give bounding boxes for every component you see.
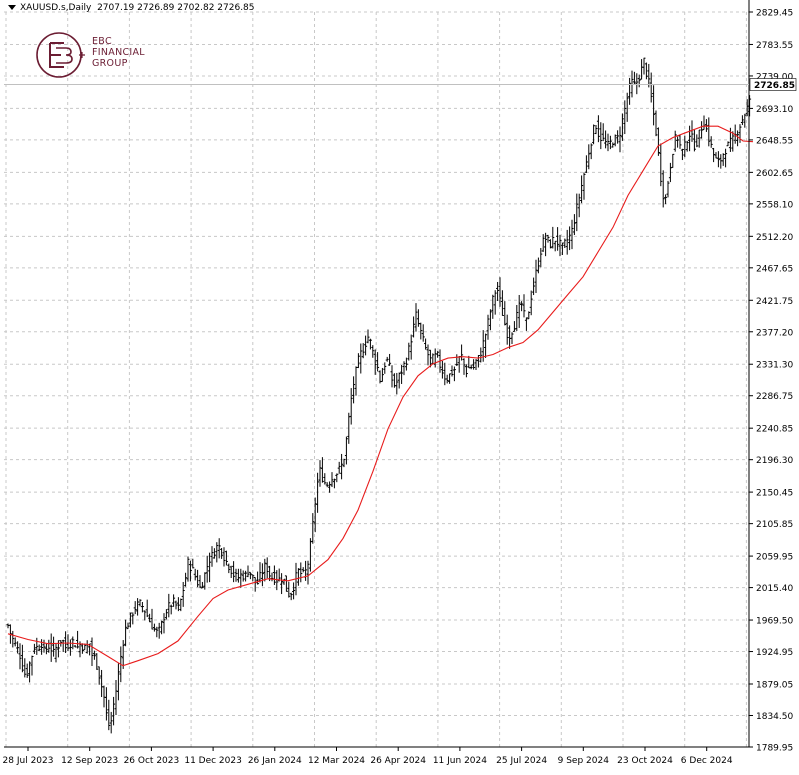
y-tick-label: 1879.05 <box>756 681 793 691</box>
x-tick-label: 9 Sep 2024 <box>558 756 610 766</box>
last-price-label: 2726.85 <box>754 81 795 91</box>
y-tick-label: 2286.75 <box>756 392 793 402</box>
moving-average <box>7 125 754 667</box>
y-tick-label: 2467.65 <box>756 264 793 274</box>
chart-header: XAUUSD.s,Daily 2707.19 2726.89 2702.82 2… <box>8 3 255 13</box>
x-tick-label: 6 Dec 2024 <box>681 756 733 766</box>
y-tick-label: 2059.95 <box>756 553 793 563</box>
y-tick-label: 1834.50 <box>756 712 793 722</box>
y-tick-label: 2240.85 <box>756 425 793 435</box>
x-tick-label: 26 Oct 2023 <box>124 756 180 766</box>
dropdown-icon[interactable] <box>8 5 16 10</box>
y-tick-label: 2783.55 <box>756 41 793 51</box>
ebc-logo: EBC FINANCIAL GROUP <box>34 30 174 80</box>
x-tick-label: 26 Apr 2024 <box>370 756 426 766</box>
x-tick-label: 11 Jun 2024 <box>433 756 487 766</box>
y-tick-label: 2150.45 <box>756 489 793 499</box>
symbol-label: XAUUSD.s,Daily <box>20 3 92 13</box>
y-tick-label: 2693.10 <box>756 105 793 115</box>
price-bars <box>6 57 752 734</box>
y-tick-label: 2331.30 <box>756 361 793 371</box>
x-tick-label: 25 Jul 2024 <box>496 756 547 766</box>
y-tick-label: 2739.00 <box>756 72 793 82</box>
y-tick-label: 2558.10 <box>756 200 793 210</box>
y-tick-label: 2648.55 <box>756 136 793 146</box>
y-tick-label: 2377.20 <box>756 328 793 338</box>
logo-line-1: EBC <box>92 36 112 47</box>
x-tick-label: 11 Dec 2023 <box>184 756 242 766</box>
moving-average-line <box>7 125 754 667</box>
x-tick-label: 23 Oct 2024 <box>617 756 673 766</box>
y-tick-label: 1969.50 <box>756 617 793 627</box>
y-tick-label: 1789.95 <box>756 744 793 754</box>
y-tick-label: 2015.40 <box>756 584 793 594</box>
ebc-logo-icon <box>36 32 85 78</box>
x-tick-label: 12 Sep 2023 <box>61 756 118 766</box>
y-tick-label: 2512.20 <box>756 233 793 243</box>
logo-line-2: FINANCIAL <box>92 47 145 58</box>
y-tick-label: 2196.30 <box>756 456 793 466</box>
y-tick-label: 1924.95 <box>756 648 793 658</box>
x-tick-label: 26 Jan 2024 <box>248 756 302 766</box>
x-tick-label: 28 Jul 2023 <box>3 756 54 766</box>
axes: 2829.45 2783.55 2739.00 2693.10 2648.55 2602.… <box>3 0 797 766</box>
y-tick-label: 2105.85 <box>756 520 793 530</box>
last-price-tag <box>749 78 797 91</box>
x-tick-label: 12 Mar 2024 <box>308 756 365 766</box>
y-tick-label: 2421.75 <box>756 297 793 307</box>
y-tick-label: 2829.45 <box>756 9 793 19</box>
ohlc-values: 2707.19 2726.89 2702.82 2726.85 <box>97 3 255 13</box>
y-tick-label: 2602.65 <box>756 169 793 179</box>
logo-line-3: GROUP <box>92 58 128 69</box>
